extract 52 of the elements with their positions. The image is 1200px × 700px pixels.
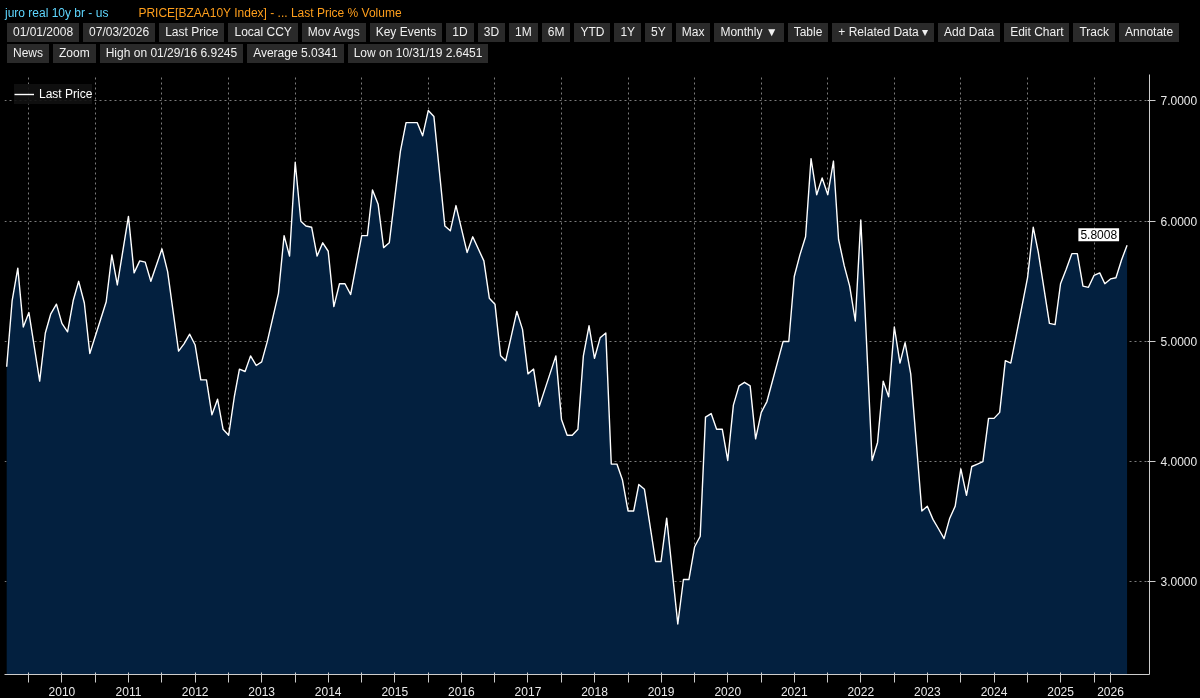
y-tick-label: 7.0000 bbox=[1160, 94, 1198, 109]
text: Low on 10/31/19 2.6451 bbox=[347, 44, 489, 64]
text: Monthly ▼ bbox=[714, 23, 784, 43]
text: YTD bbox=[574, 23, 611, 43]
text: Table bbox=[787, 23, 829, 43]
chart-subtitle: PRICE[BZAA10Y Index] - ... Last Price % Volume bbox=[138, 6, 402, 20]
text: Add Data bbox=[938, 23, 1001, 43]
x-tick-label: 2011 bbox=[115, 684, 142, 699]
x-tick-label: 2023 bbox=[913, 684, 941, 699]
text: News bbox=[7, 44, 50, 64]
x-tick-label: 2017 bbox=[514, 684, 542, 699]
text: Average 5.0341 bbox=[247, 44, 344, 64]
legend-label: Last Price bbox=[39, 87, 93, 101]
x-tick-label: 2015 bbox=[381, 684, 409, 699]
x-tick-label: 2021 bbox=[780, 684, 808, 699]
x-tick-label: 2010 bbox=[48, 684, 76, 699]
text: 01/01/2008 bbox=[7, 23, 80, 43]
text: 3D bbox=[477, 23, 506, 43]
text: Mov Avgs bbox=[301, 23, 366, 43]
x-tick-label: 2012 bbox=[181, 684, 209, 699]
text: 07/03/2026 bbox=[83, 23, 156, 43]
text: High on 01/29/16 6.9245 bbox=[99, 44, 244, 64]
x-tick-label: 2018 bbox=[581, 684, 609, 699]
x-tick-label: 2019 bbox=[647, 684, 675, 699]
text: 1M bbox=[509, 23, 538, 43]
text: Key Events bbox=[369, 23, 443, 43]
x-tick-label: 2022 bbox=[847, 684, 875, 699]
x-tick-label: 2014 bbox=[314, 684, 342, 699]
text: Annotate bbox=[1119, 23, 1180, 43]
x-tick-label: 2013 bbox=[248, 684, 276, 699]
text: Track bbox=[1073, 23, 1116, 43]
y-tick-label: 4.0000 bbox=[1160, 455, 1198, 470]
x-tick-label: 2016 bbox=[448, 684, 476, 699]
text: Max bbox=[675, 23, 711, 43]
chart-title: juro real 10y br - us bbox=[5, 6, 109, 20]
x-tick-label: 2026 bbox=[1097, 684, 1125, 699]
y-tick-label: 5.0000 bbox=[1160, 334, 1198, 349]
text: 1D bbox=[446, 23, 474, 43]
text: Zoom bbox=[53, 44, 96, 64]
text: + Related Data ▾ bbox=[832, 23, 935, 43]
x-tick-label: 2025 bbox=[1047, 684, 1075, 699]
text: 6M bbox=[541, 23, 571, 43]
text: 5Y bbox=[645, 23, 672, 43]
x-tick-label: 2024 bbox=[980, 684, 1008, 699]
text: 1Y bbox=[614, 23, 642, 43]
text: Edit Chart bbox=[1004, 23, 1070, 43]
text: Local CCY bbox=[228, 23, 298, 43]
text: Last Price bbox=[159, 23, 225, 43]
annotation: 5.8008 bbox=[1080, 228, 1118, 243]
y-tick-label: 3.0000 bbox=[1160, 575, 1198, 590]
x-tick-label: 2020 bbox=[714, 684, 742, 699]
y-tick-label: 6.0000 bbox=[1160, 214, 1198, 229]
